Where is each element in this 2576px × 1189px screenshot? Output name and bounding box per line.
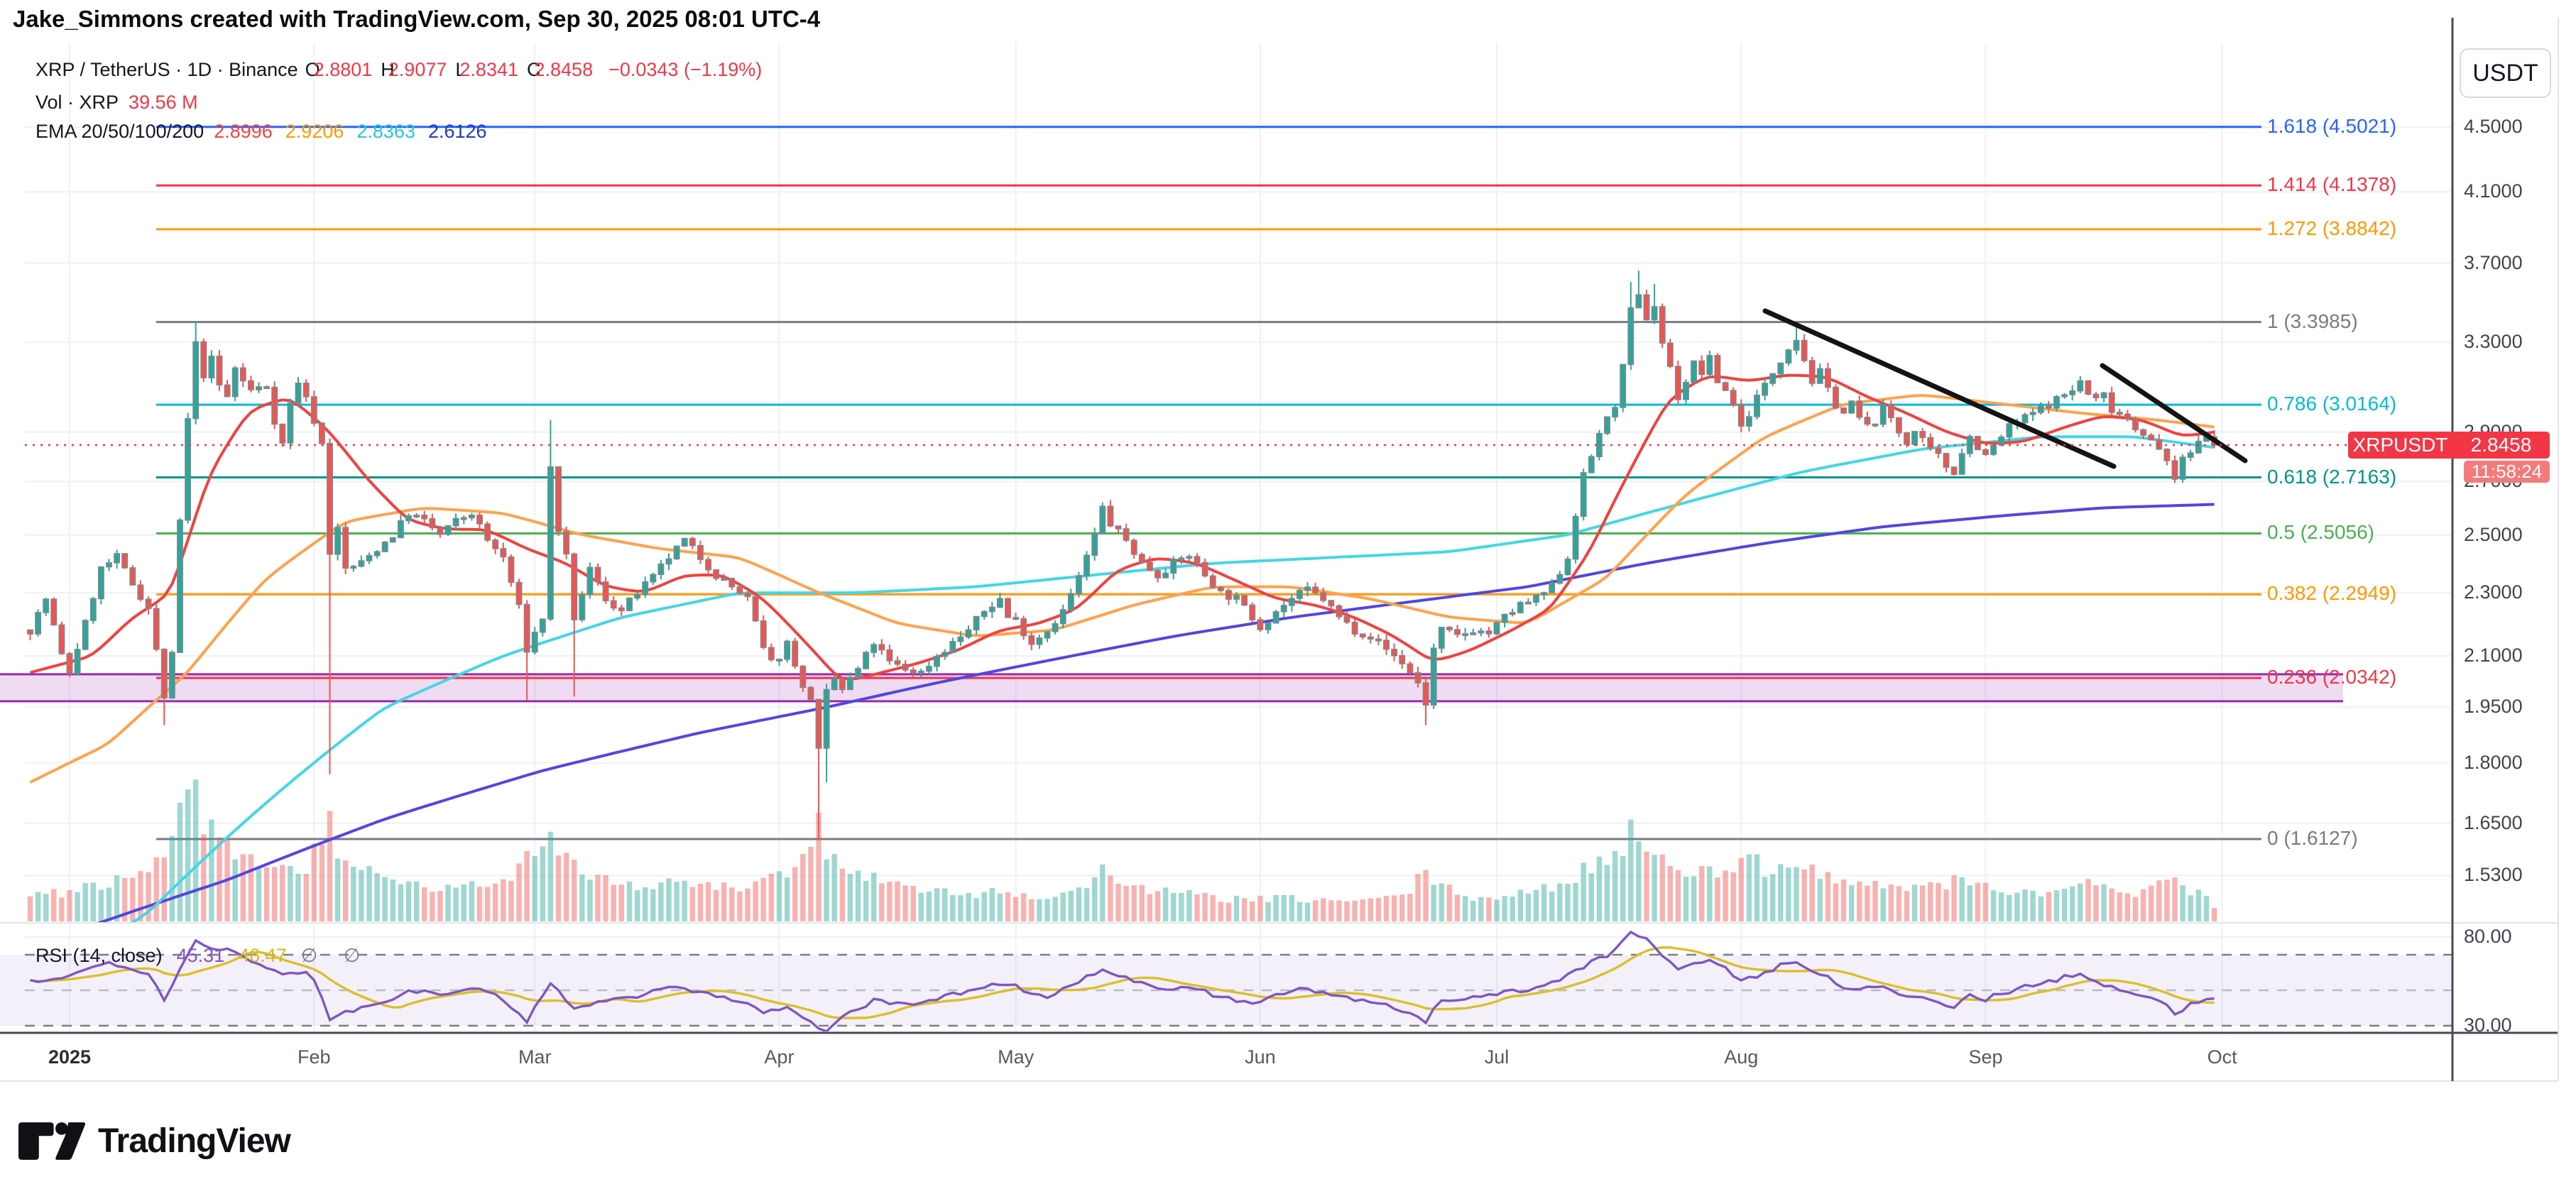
rsi-tick-label: 30.00 <box>2464 1014 2512 1036</box>
volume-label: Vol · XRP <box>36 92 119 113</box>
price-tick-label: 3.3000 <box>2464 331 2523 353</box>
ohlc-value: 2.8801 <box>313 59 373 80</box>
fib-level-label: 1 (3.3985) <box>2267 309 2358 332</box>
fib-level-label: 0.618 (2.7163) <box>2267 465 2397 488</box>
rsi-empty-values: ∅ ∅ <box>300 945 371 967</box>
time-tick-label: Jul <box>1484 1046 1510 1068</box>
ohlc-key: O <box>305 59 320 80</box>
symbol-legend-row[interactable]: XRP / TetherUS · 1D · Binance O2.8801 H2.… <box>36 59 762 87</box>
last-price-badge[interactable]: XRPUSDT 2.8458 <box>2348 432 2550 459</box>
ohlc-key: C <box>527 59 541 80</box>
ema-200-line <box>94 503 2215 923</box>
candles <box>27 270 2218 839</box>
rsi-tick-label: 80.00 <box>2464 926 2512 947</box>
time-tick-label: May <box>998 1046 1035 1068</box>
price-tick-label: 1.5300 <box>2464 864 2523 886</box>
fib-level-label: 1.618 (4.5021) <box>2267 114 2397 137</box>
ema-legend-row[interactable]: EMA 20/50/100/200 2.8996 2.9206 2.8363 2.61… <box>36 121 762 149</box>
rsi-label: RSI (14, close) <box>36 945 163 966</box>
rsi-ma-value: 46.47 <box>239 945 287 966</box>
ema-50-line <box>29 394 2215 784</box>
tradingview-logo[interactable]: TradingView <box>18 1122 291 1161</box>
ema-20-line <box>29 373 2215 681</box>
rsi-value: 45.31 <box>176 945 225 966</box>
price-tick-label: 4.1000 <box>2464 180 2523 202</box>
ema-values: 2.8996 2.9206 2.8363 2.6126 <box>214 121 499 143</box>
fib-level-label: 0.5 (2.5056) <box>2267 521 2374 544</box>
fib-level-label: 0.236 (2.0342) <box>2267 666 2397 689</box>
price-tick-label: 1.9500 <box>2464 696 2523 718</box>
currency-unit-button[interactable]: USDT <box>2460 48 2551 98</box>
fib-level-label: 0 (1.6127) <box>2267 826 2358 849</box>
symbol-title: XRP / TetherUS · 1D · Binance <box>36 59 298 80</box>
ema-value: 2.9206 <box>285 121 344 142</box>
time-tick-label: Aug <box>1724 1046 1759 1068</box>
ohlc-key: L <box>455 59 466 80</box>
ohlc-values: O2.8801 H2.9077 L2.8341 C2.8458 <box>305 59 601 81</box>
time-tick-label: 2025 <box>48 1046 92 1068</box>
badge-price: 2.8458 <box>2470 434 2532 456</box>
ema-value: 2.8363 <box>356 121 415 142</box>
price-tick-label: 2.5000 <box>2464 523 2523 545</box>
tradingview-logo-text: TradingView <box>98 1122 291 1160</box>
ema-value: 2.6126 <box>427 121 487 142</box>
price-tick-label: 4.5000 <box>2464 116 2523 138</box>
volume-bars <box>27 779 2217 921</box>
price-tick-label: 1.6500 <box>2464 811 2523 833</box>
ema-100-line <box>129 435 2215 923</box>
ema-label: EMA 20/50/100/200 <box>36 121 204 142</box>
time-tick-label: Sep <box>1968 1046 2003 1068</box>
fib-level-label: 1.272 (3.8842) <box>2267 217 2397 240</box>
chart-legend: XRP / TetherUS · 1D · Binance O2.8801 H2.… <box>36 59 762 149</box>
ohlc-value: 2.8458 <box>534 59 594 80</box>
time-tick-label: Jun <box>1245 1046 1276 1068</box>
bar-countdown-badge: 11:58:24 <box>2464 461 2550 483</box>
ohlc-key: H <box>381 59 395 80</box>
currency-unit-label: USDT <box>2472 59 2538 87</box>
fib-retracement-lines[interactable] <box>156 126 2261 840</box>
ema-lines <box>29 373 2215 923</box>
time-tick-label: Oct <box>2207 1046 2237 1068</box>
time-tick-label: Feb <box>297 1046 331 1068</box>
ohlc-value: 2.9077 <box>388 59 447 80</box>
ema-value: 2.8996 <box>214 121 273 142</box>
change-value: −0.0343 (−1.19%) <box>608 59 763 80</box>
volume-value: 39.56 M <box>129 92 198 113</box>
badge-symbol: XRPUSDT <box>2352 434 2448 456</box>
time-tick-label: Apr <box>764 1046 795 1068</box>
ohlc-value: 2.8341 <box>459 59 518 80</box>
fib-level-label: 1.414 (4.1378) <box>2267 173 2397 196</box>
price-tick-label: 2.3000 <box>2464 581 2523 603</box>
countdown-value: 11:58:24 <box>2471 461 2543 482</box>
rsi-plot <box>30 930 2215 1031</box>
price-tick-label: 2.1000 <box>2464 644 2523 666</box>
time-tick-label: Mar <box>518 1046 552 1068</box>
price-tick-label: 3.7000 <box>2464 251 2523 273</box>
tradingview-logo-icon <box>18 1122 86 1160</box>
volume-legend-row[interactable]: Vol · XRP 39.56 M <box>36 92 762 120</box>
fib-level-label: 0.786 (3.0164) <box>2267 393 2397 415</box>
attribution-watermark: Jake_Simmons created with TradingView.co… <box>13 6 821 32</box>
price-tick-label: 1.8000 <box>2464 751 2523 773</box>
rsi-legend-row[interactable]: RSI (14, close) 45.31 46.47 ∅ ∅ <box>36 945 370 967</box>
fib-level-label: 0.382 (2.2949) <box>2267 582 2397 605</box>
